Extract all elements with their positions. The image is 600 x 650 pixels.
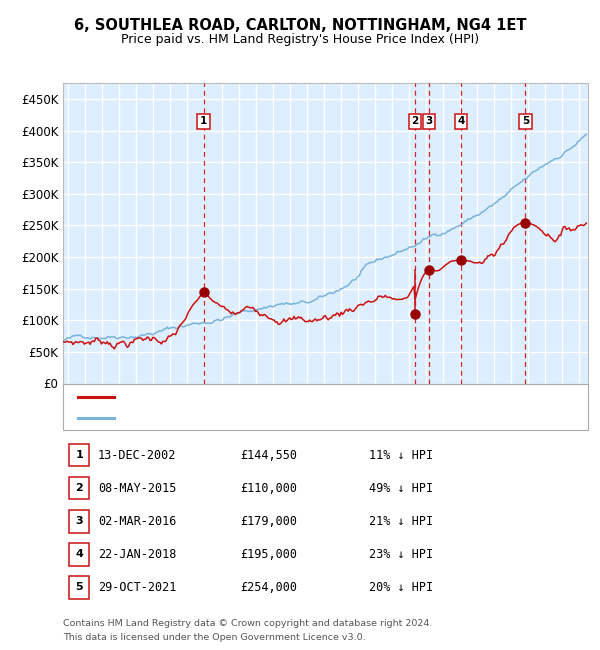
Text: 5: 5 — [522, 116, 529, 126]
Text: 08-MAY-2015: 08-MAY-2015 — [98, 482, 176, 495]
Text: 20% ↓ HPI: 20% ↓ HPI — [369, 581, 433, 594]
Text: This data is licensed under the Open Government Licence v3.0.: This data is licensed under the Open Gov… — [63, 633, 365, 642]
Text: 5: 5 — [76, 582, 83, 593]
Text: 3: 3 — [425, 116, 433, 126]
Text: 1: 1 — [200, 116, 207, 126]
Text: 02-MAR-2016: 02-MAR-2016 — [98, 515, 176, 528]
Text: £195,000: £195,000 — [240, 548, 297, 561]
Text: 4: 4 — [457, 116, 465, 126]
Text: 1: 1 — [76, 450, 83, 460]
Text: 22-JAN-2018: 22-JAN-2018 — [98, 548, 176, 561]
Text: 4: 4 — [75, 549, 83, 560]
Text: 2: 2 — [76, 483, 83, 493]
Text: 3: 3 — [76, 516, 83, 526]
Text: 6, SOUTHLEA ROAD, CARLTON, NOTTINGHAM, NG4 1ET (detached house): 6, SOUTHLEA ROAD, CARLTON, NOTTINGHAM, N… — [119, 391, 520, 402]
Text: 2: 2 — [412, 116, 419, 126]
Text: 11% ↓ HPI: 11% ↓ HPI — [369, 448, 433, 461]
Text: HPI: Average price, detached house, Gedling: HPI: Average price, detached house, Gedl… — [119, 413, 364, 423]
Text: Contains HM Land Registry data © Crown copyright and database right 2024.: Contains HM Land Registry data © Crown c… — [63, 619, 433, 628]
Text: £254,000: £254,000 — [240, 581, 297, 594]
Text: £110,000: £110,000 — [240, 482, 297, 495]
Text: 13-DEC-2002: 13-DEC-2002 — [98, 448, 176, 461]
Text: 29-OCT-2021: 29-OCT-2021 — [98, 581, 176, 594]
Text: Price paid vs. HM Land Registry's House Price Index (HPI): Price paid vs. HM Land Registry's House … — [121, 32, 479, 46]
Text: 49% ↓ HPI: 49% ↓ HPI — [369, 482, 433, 495]
Text: £144,550: £144,550 — [240, 448, 297, 461]
Text: £179,000: £179,000 — [240, 515, 297, 528]
Text: 23% ↓ HPI: 23% ↓ HPI — [369, 548, 433, 561]
Text: 6, SOUTHLEA ROAD, CARLTON, NOTTINGHAM, NG4 1ET: 6, SOUTHLEA ROAD, CARLTON, NOTTINGHAM, N… — [74, 18, 526, 33]
Text: 21% ↓ HPI: 21% ↓ HPI — [369, 515, 433, 528]
